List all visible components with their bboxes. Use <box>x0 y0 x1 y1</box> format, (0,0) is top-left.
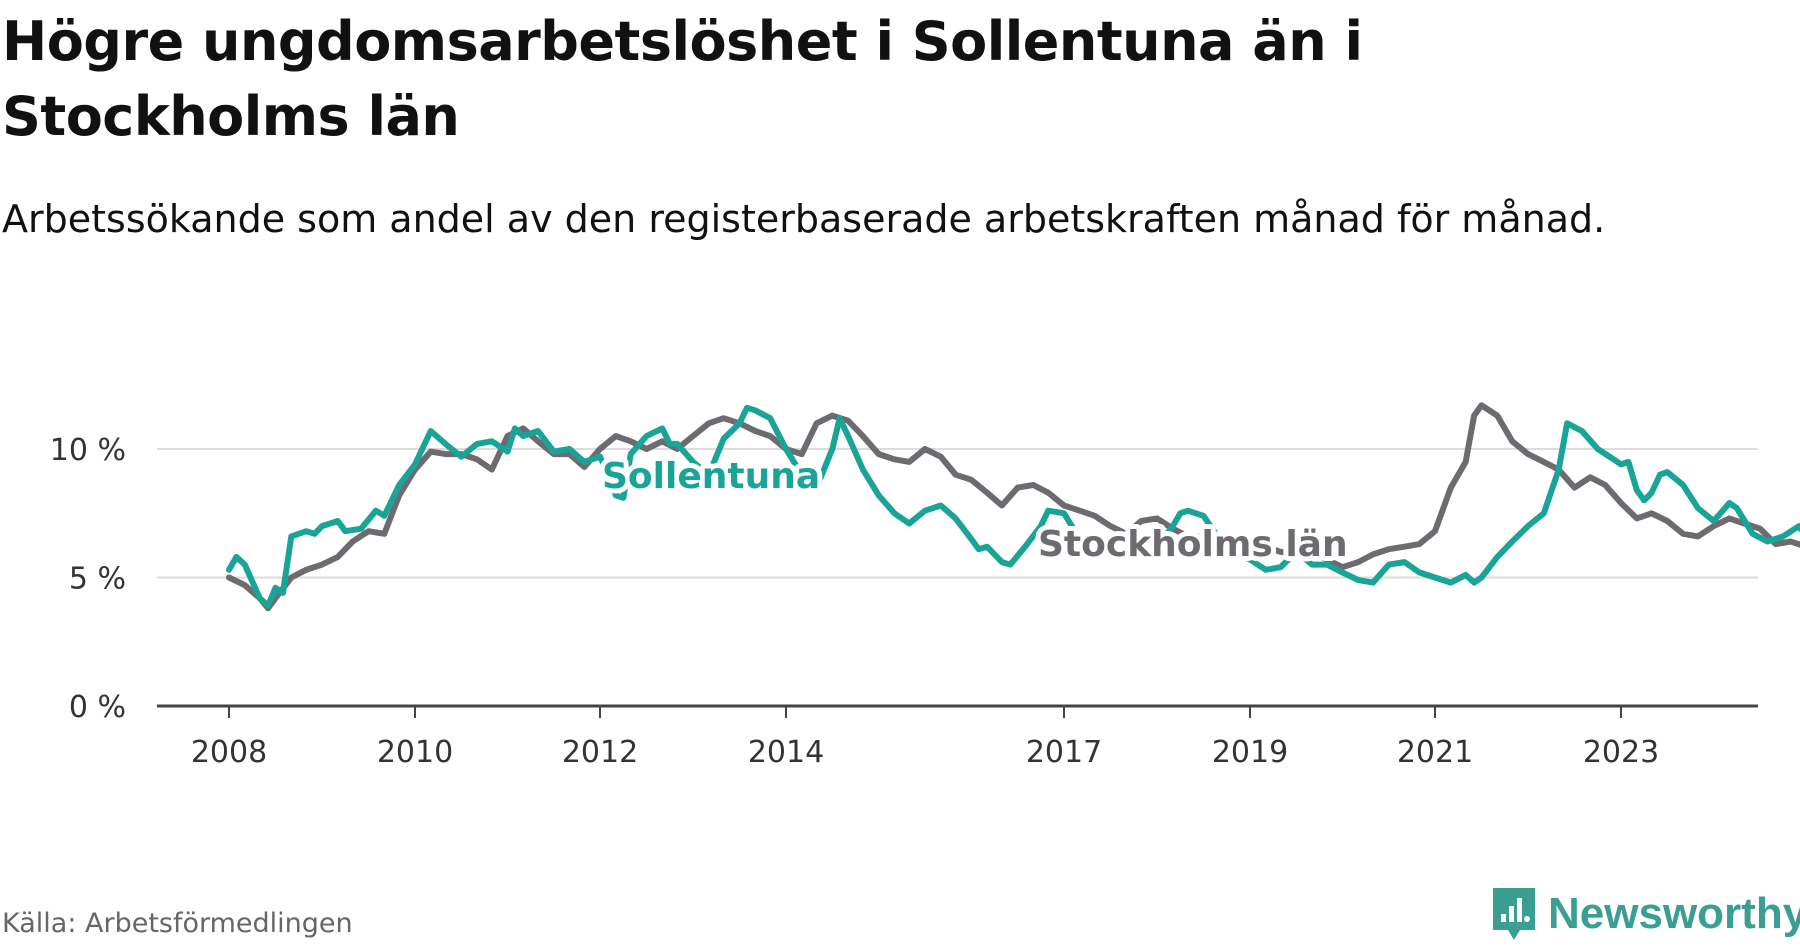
y-tick-label: 5 % <box>69 562 126 597</box>
y-tick-label: 0 % <box>69 690 126 725</box>
series-line-sollentuna <box>226 404 1800 609</box>
newsworthy-logo-icon <box>1493 888 1535 940</box>
x-tick-label: 2019 <box>1212 735 1288 770</box>
series-labels: Stockholms län7 %Sollentuna7,4 % <box>597 451 1353 570</box>
series-line-stockholms-l-n <box>226 402 1800 612</box>
x-tick-label: 2017 <box>1026 735 1102 770</box>
x-tick-label: 2010 <box>377 735 453 770</box>
x-tick-label: 2008 <box>191 735 267 770</box>
x-tick-label: 2012 <box>562 735 638 770</box>
series-lines <box>226 402 1800 612</box>
grid-layer: 0 % 5 % 10 % <box>50 433 1758 725</box>
series-label-sollentuna: Sollentuna <box>602 456 820 497</box>
x-tick-label: 2023 <box>1583 735 1659 770</box>
x-tick-label: 2014 <box>748 735 824 770</box>
chart-title: Högre ungdomsarbetslöshet i Sollentuna ä… <box>2 10 1363 148</box>
source-note: Källa: Arbetsförmedlingen <box>2 908 353 939</box>
chart-subtitle: Arbetssökande som andel av den registerb… <box>2 197 1606 241</box>
x-tick-label: 2021 <box>1397 735 1473 770</box>
newsworthy-logo[interactable]: Newsworthy <box>1490 886 1800 942</box>
x-axis: 2008 2010 2012 2014 2017 2019 2021 2023 <box>191 706 1659 770</box>
brand-name: Newsworthy <box>1548 889 1800 938</box>
y-tick-label: 10 % <box>50 433 126 468</box>
series-label-stockholms-l-n: Stockholms län <box>1038 524 1348 565</box>
